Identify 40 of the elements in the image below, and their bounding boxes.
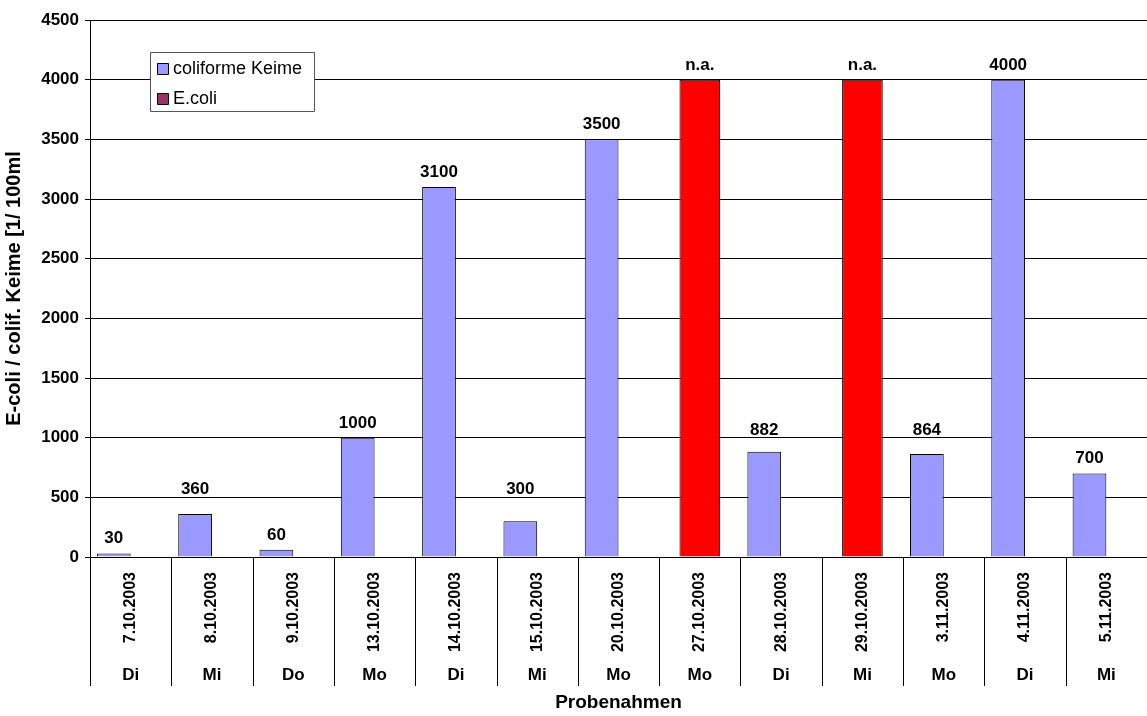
x-tick-label: 20.10.2003 Mo bbox=[606, 571, 631, 684]
data-label: 3500 bbox=[582, 114, 621, 134]
y-axis-title: E-coli / colif. Keime [1/ 100ml bbox=[1, 151, 24, 426]
data-label: 700 bbox=[1075, 448, 1104, 468]
x-tick-label: 13.10.2003 Mo bbox=[362, 571, 387, 684]
y-tick-label: 0 bbox=[69, 546, 79, 566]
category-label: 5.11.2003 Mi bbox=[1096, 572, 1116, 684]
category-label: 7.10.2003 Di bbox=[121, 572, 140, 684]
y-tick-label: 500 bbox=[50, 487, 79, 507]
data-label: 1000 bbox=[338, 412, 377, 432]
x-tick-label: 15.10.2003 Mi bbox=[527, 571, 547, 684]
data-label: 60 bbox=[266, 524, 286, 544]
data-label: 864 bbox=[912, 419, 942, 439]
x-tick-label: 27.10.2003 Mo bbox=[687, 571, 713, 684]
y-tick-label: 1500 bbox=[41, 367, 79, 387]
x-tick-label: 29.10.2003 Mi bbox=[852, 571, 872, 684]
y-tick-label: 2500 bbox=[41, 248, 79, 268]
category-label: 9.10.2003 Do bbox=[281, 572, 305, 684]
data-label: 360 bbox=[180, 479, 210, 499]
category-label: 3.11.2003 Mo bbox=[931, 572, 956, 684]
data-label: 882 bbox=[750, 419, 779, 439]
x-tick-label: 14.10.2003 Di bbox=[446, 571, 465, 684]
y-tick-label: 4000 bbox=[41, 69, 79, 89]
legend-label: E.coli bbox=[173, 87, 218, 108]
category-label: 8.10.2003 Mi bbox=[202, 572, 222, 684]
data-label: 4000 bbox=[989, 54, 1028, 74]
data-label: 300 bbox=[506, 479, 535, 499]
data-label: n.a. bbox=[847, 54, 878, 74]
y-tick-label: 2000 bbox=[41, 308, 79, 328]
legend-label: coliforme Keime bbox=[173, 57, 303, 78]
y-tick-label: 3500 bbox=[41, 129, 79, 149]
category-label: 4.11.2003 Di bbox=[1015, 572, 1034, 684]
x-tick-label: 28.10.2003 Di bbox=[771, 571, 790, 684]
y-tick-label: 3000 bbox=[41, 188, 79, 208]
y-tick-label: 4500 bbox=[41, 9, 79, 29]
data-label: n.a. bbox=[685, 54, 715, 74]
x-axis-title: Probenahmen bbox=[555, 690, 682, 712]
y-tick-label: 1000 bbox=[41, 427, 79, 447]
data-label: 30 bbox=[104, 528, 124, 548]
data-label: 3100 bbox=[420, 162, 458, 182]
